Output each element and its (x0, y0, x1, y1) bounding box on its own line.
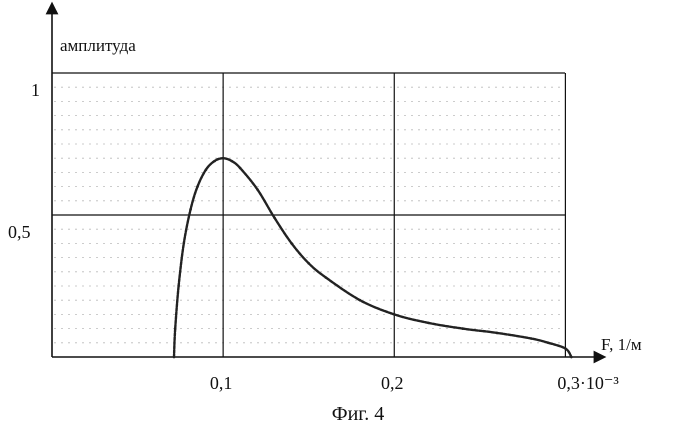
y-tick-label: 1 (31, 80, 40, 100)
data-point (530, 337, 533, 340)
figure-caption: Фиг. 4 (332, 403, 384, 425)
x-tick-label: 0,2 (381, 373, 404, 393)
data-point (183, 242, 186, 245)
data-point (290, 242, 293, 245)
data-point (189, 208, 192, 211)
data-point (222, 157, 225, 160)
data-point (325, 276, 328, 279)
data-point (564, 347, 567, 350)
x-tick-label: 0,3·10⁻³ (557, 373, 619, 393)
y-tick-labels: 0,51 (8, 80, 40, 242)
data-point (273, 217, 276, 220)
data-point (570, 356, 573, 359)
y-axis-label: амплитуда (60, 36, 136, 55)
y-tick-label: 0,5 (8, 222, 31, 242)
data-point (239, 167, 242, 170)
data-point (307, 262, 310, 265)
data-point (196, 185, 199, 188)
data-point (213, 160, 216, 163)
series-points (173, 157, 573, 358)
data-point (256, 188, 259, 191)
data-point (174, 327, 177, 330)
series-line (174, 158, 571, 357)
data-point (547, 342, 550, 345)
data-point (461, 327, 464, 330)
data-point (393, 313, 396, 316)
data-point (496, 332, 499, 335)
x-axis-label: F, 1/м (601, 335, 642, 354)
data-point (173, 356, 176, 359)
data-point (230, 160, 233, 163)
x-tick-label: 0,1 (210, 373, 233, 393)
x-tick-labels: 0,1 0,2 0,3·10⁻³ (210, 373, 620, 393)
data-point (427, 322, 430, 325)
data-point (205, 168, 208, 171)
data-point (177, 285, 180, 288)
data-point (359, 299, 362, 302)
